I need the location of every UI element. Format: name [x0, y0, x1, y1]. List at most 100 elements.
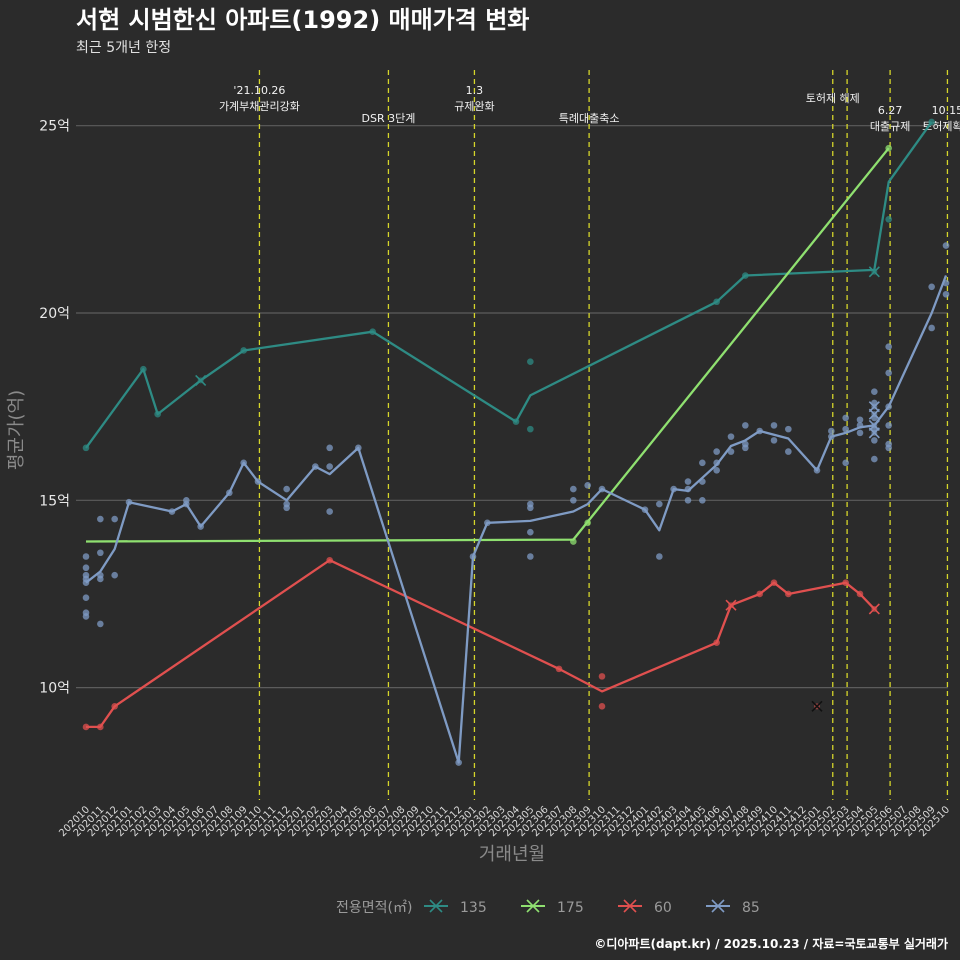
data-point — [82, 553, 90, 560]
data-point — [97, 575, 104, 583]
data-point — [727, 433, 735, 440]
data-point — [684, 497, 692, 504]
cross-marker — [868, 427, 880, 439]
cross-marker — [868, 408, 880, 420]
data-point — [326, 508, 333, 515]
legend-label: 175 — [557, 900, 584, 916]
data-point — [885, 343, 892, 351]
event-label: DSR 3단계 — [362, 112, 416, 125]
y-tick-label: 10억 — [39, 681, 70, 697]
legend-item-60: 60 — [618, 899, 672, 916]
data-point — [871, 437, 878, 444]
data-point — [928, 283, 935, 291]
data-point — [527, 358, 534, 365]
series-line — [86, 559, 876, 729]
event-label: 가계부채관리강화 — [219, 100, 300, 113]
data-point — [942, 290, 950, 298]
legend-label: 85 — [742, 900, 760, 916]
data-point — [856, 429, 864, 437]
data-point — [584, 482, 591, 489]
data-point — [885, 422, 892, 429]
data-point — [942, 242, 950, 249]
event-label: 6.27 — [878, 104, 903, 117]
data-point — [842, 425, 849, 433]
event-label: '21.10.26 — [233, 84, 285, 97]
y-tick-label: 20억 — [39, 306, 70, 322]
event-label: 토허제 해제 — [806, 91, 860, 105]
data-point — [770, 437, 778, 444]
data-point — [570, 485, 577, 493]
cross-marker — [868, 603, 880, 615]
legend-item-175: 175 — [521, 899, 584, 916]
data-point — [527, 504, 534, 512]
data-point — [699, 497, 706, 504]
cross-marker — [526, 899, 540, 913]
data-point — [82, 594, 90, 602]
data-point — [699, 459, 706, 467]
event-label: 10.15 — [932, 104, 960, 117]
y-axis: 10억 15억 20억 25억 — [39, 119, 70, 697]
cross-marker — [429, 899, 443, 913]
y-axis-label: 평균가(억) — [6, 390, 27, 470]
data-point — [97, 515, 104, 523]
chart-subtitle: 최근 5개년 한정 — [76, 40, 171, 56]
cross-marker — [868, 266, 880, 278]
data-point — [598, 703, 606, 710]
data-point — [527, 553, 534, 560]
data-point — [527, 528, 534, 536]
cross-marker — [195, 374, 207, 386]
legend-item-85: 85 — [706, 899, 760, 916]
legend-label: 60 — [654, 900, 672, 916]
data-point — [785, 425, 792, 433]
data-point — [684, 478, 692, 485]
data-point — [742, 422, 749, 429]
series-175 — [85, 144, 892, 545]
data-point — [283, 504, 290, 512]
data-point — [97, 620, 104, 628]
data-point — [111, 571, 118, 579]
y-tick-label: 15억 — [39, 493, 70, 509]
data-point — [871, 455, 878, 463]
data-point — [885, 369, 892, 377]
data-point — [326, 463, 333, 470]
series-85 — [82, 242, 950, 766]
cross-marker — [623, 899, 637, 913]
data-point — [326, 444, 333, 452]
event-label: 대출규제 — [870, 120, 910, 133]
data-point — [770, 422, 778, 429]
legend: 전용면적(㎡) 135 175 60 85 — [336, 899, 760, 916]
data-point — [828, 427, 835, 435]
data-point — [598, 673, 606, 680]
cross-marker — [711, 899, 725, 913]
data-point — [656, 553, 663, 560]
data-point — [871, 388, 878, 395]
x-axis-label: 거래년월 — [479, 844, 545, 865]
data-point — [111, 515, 118, 523]
legend-title: 전용면적(㎡) — [336, 900, 412, 916]
data-point — [82, 613, 90, 620]
data-point — [713, 448, 720, 455]
data-point — [785, 448, 792, 455]
series-line — [85, 275, 948, 764]
legend-label: 135 — [460, 900, 487, 916]
cross-marker — [725, 599, 737, 611]
data-point — [713, 467, 720, 474]
data-point — [842, 414, 849, 422]
data-series — [82, 118, 950, 766]
event-label: 규제완화 — [454, 100, 494, 113]
data-point — [742, 444, 749, 452]
series-135 — [82, 118, 935, 452]
data-point — [82, 564, 90, 572]
data-point — [527, 425, 534, 433]
data-point — [885, 444, 892, 452]
data-point — [928, 324, 935, 332]
chart-title: 서현 시범한신 아파트(1992) 매매가격 변화 — [76, 6, 529, 34]
series-line — [85, 147, 890, 543]
series-60 — [82, 556, 880, 731]
y-tick-label: 25억 — [39, 119, 70, 135]
data-point — [842, 459, 849, 467]
source-caption: ©디아파트(dapt.kr) / 2025.10.23 / 자료=국토교통부 실… — [594, 936, 948, 951]
legend-item-135: 135 — [424, 899, 487, 916]
event-label: 특례대출축소 — [559, 112, 620, 125]
